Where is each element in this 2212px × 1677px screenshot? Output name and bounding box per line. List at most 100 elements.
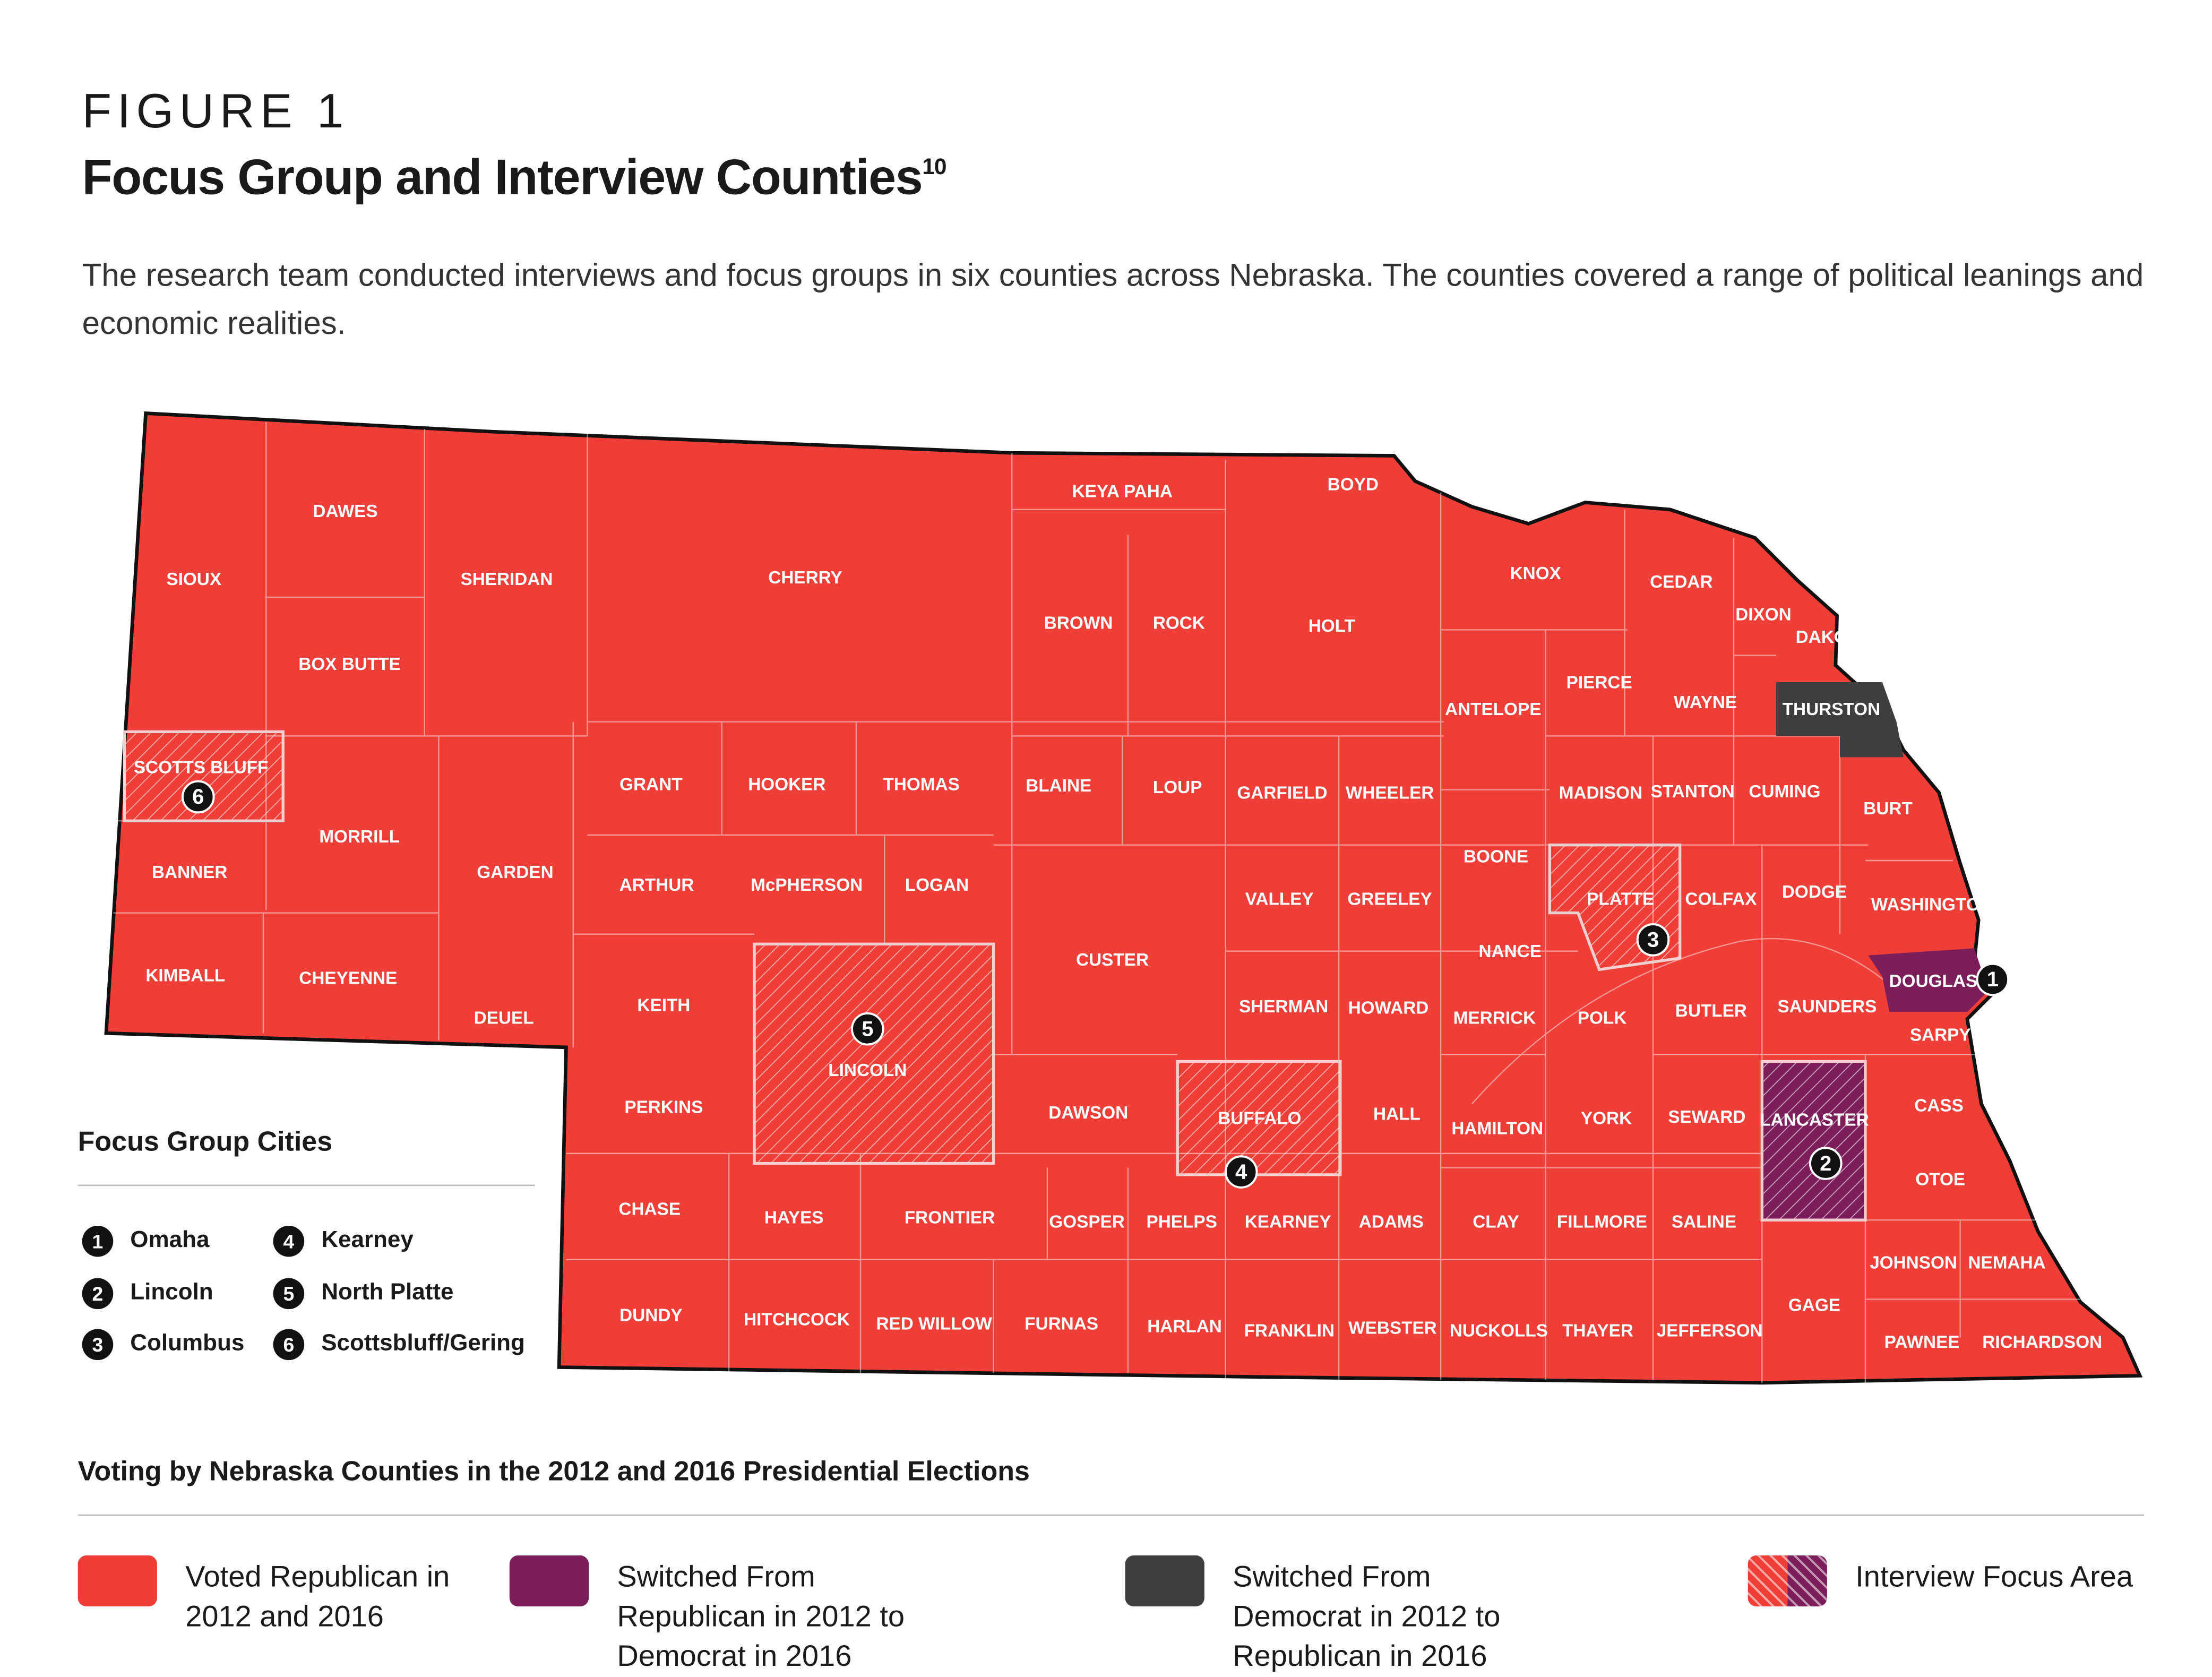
county-label: SCOTTS BLUFF (134, 758, 269, 777)
county-label: KIMBALL (145, 966, 225, 985)
county-label: RED WILLOW (876, 1314, 992, 1334)
county-label: CHASE (618, 1199, 681, 1219)
county-label: NUCKOLLS (1450, 1321, 1548, 1341)
legend-swatch (1748, 1555, 1827, 1607)
county-label: SHERMAN (1239, 997, 1328, 1017)
legend-swatch (509, 1555, 589, 1607)
county-label: THURSTON (1783, 700, 1880, 719)
county-label: THAYER (1562, 1321, 1633, 1341)
county-label: DUNDY (619, 1305, 682, 1325)
county-label: SHERIDAN (460, 570, 553, 589)
county-label: MADISON (1559, 783, 1642, 803)
county-label: PAWNEE (1884, 1332, 1960, 1352)
county-label: LOGAN (905, 875, 969, 895)
city-name: Omaha (130, 1227, 210, 1253)
county-label: CLAY (1473, 1212, 1519, 1232)
county-label: DAWES (313, 502, 377, 521)
focus-area (1760, 1060, 1867, 1222)
cities-title: Focus Group Cities (78, 1126, 333, 1158)
description: The research team conducted interviews a… (82, 257, 2144, 341)
county-label: LANCASTER (1760, 1110, 1869, 1130)
divider (78, 1514, 2145, 1516)
city-badge: 2 (82, 1277, 114, 1309)
county-label: BLAINE (1026, 776, 1091, 796)
county-label: THOMAS (883, 775, 959, 794)
figure-number: FIGURE 1 (82, 84, 350, 139)
county-label: JOHNSON (1870, 1253, 1957, 1273)
county-label: CUMING (1749, 782, 1820, 802)
marker (1976, 962, 2010, 996)
county-highlight (1776, 682, 1904, 758)
county-label: MERRICK (1453, 1008, 1536, 1028)
county-label: WAYNE (1674, 693, 1737, 712)
county-label: CASS (1914, 1096, 1964, 1116)
marker (181, 780, 215, 814)
county-label: DAKOTA (1796, 627, 1870, 647)
focus-area (753, 942, 995, 1165)
county-label: SALINE (1672, 1212, 1736, 1232)
city-name: North Platte (321, 1278, 454, 1304)
marker (1636, 923, 1670, 957)
county-label: HITCHCOCK (744, 1310, 850, 1329)
city-badge: 4 (273, 1225, 305, 1257)
legend-title: Voting by Nebraska Counties in the 2012 … (78, 1456, 1030, 1488)
marker (850, 1012, 884, 1046)
county-label: GARFIELD (1237, 783, 1327, 803)
county-label: NANCE (1479, 942, 1542, 961)
county-label: SEWARD (1668, 1107, 1745, 1127)
marker-number: 3 (1647, 928, 1659, 952)
county-label: HOLT (1309, 616, 1355, 636)
county-label: YORK (1581, 1109, 1632, 1129)
county-label: FILLMORE (1557, 1212, 1647, 1232)
county-label: FRANKLIN (1244, 1321, 1335, 1341)
city-badge: 6 (273, 1329, 305, 1361)
marker-number: 6 (192, 785, 204, 809)
county-label: WHEELER (1346, 783, 1434, 803)
county-label: BOX BUTTE (298, 655, 400, 674)
county-label: DOUGLAS (1889, 971, 1978, 991)
county-label: GOSPER (1049, 1212, 1125, 1232)
county-label: PIERCE (1567, 673, 1632, 693)
county-label: BROWN (1044, 614, 1113, 633)
marker-number: 2 (1820, 1152, 1831, 1175)
county-label: KEYA PAHA (1072, 482, 1172, 502)
city-name: Scottsbluff/Gering (321, 1330, 525, 1356)
county-label: JEFFERSON (1657, 1321, 1763, 1341)
county-label: CUSTER (1076, 950, 1149, 970)
county-label: GARDEN (477, 863, 553, 882)
county-label: STANTON (1651, 782, 1735, 802)
city-name: Columbus (130, 1330, 245, 1356)
title: Focus Group and Interview Counties10 (82, 150, 947, 207)
county-label: DODGE (1782, 882, 1847, 902)
county-label: WEBSTER (1348, 1318, 1437, 1338)
county-label: KEITH (637, 995, 690, 1015)
title-text: Focus Group and Interview Counties (82, 150, 923, 205)
county-label: BOYD (1328, 475, 1379, 494)
county-label: GAGE (1788, 1296, 1840, 1315)
county-label: McPHERSON (751, 875, 863, 895)
county-label: HARLAN (1147, 1317, 1222, 1337)
county-label: SAUNDERS (1777, 997, 1877, 1017)
county-label: LINCOLN (828, 1061, 907, 1080)
county-label: SARPY (1910, 1025, 1971, 1045)
legend-label: Switched From Republican in 2012 to Demo… (617, 1561, 905, 1673)
county-label: BUTLER (1675, 1001, 1747, 1021)
county-label: NEMAHA (1968, 1253, 2045, 1273)
legend-label: Switched From Democrat in 2012 to Republ… (1233, 1561, 1501, 1673)
county-label: ROCK (1153, 614, 1205, 633)
county-label: OTOE (1915, 1169, 1965, 1189)
marker-number: 1 (1987, 968, 1999, 991)
county-label: SIOUX (166, 570, 221, 589)
county-label: POLK (1578, 1008, 1627, 1028)
county-label: GRANT (619, 775, 682, 794)
city-badge: 3 (82, 1329, 114, 1361)
county-label: ANTELOPE (1445, 700, 1541, 719)
county-label: CHERRY (768, 568, 842, 588)
city-badge: 1 (82, 1225, 114, 1257)
county-highlight (1868, 948, 1989, 1012)
footnote: 10 (922, 156, 946, 180)
county-label: HAYES (764, 1208, 824, 1227)
county-label: HALL (1373, 1105, 1421, 1124)
